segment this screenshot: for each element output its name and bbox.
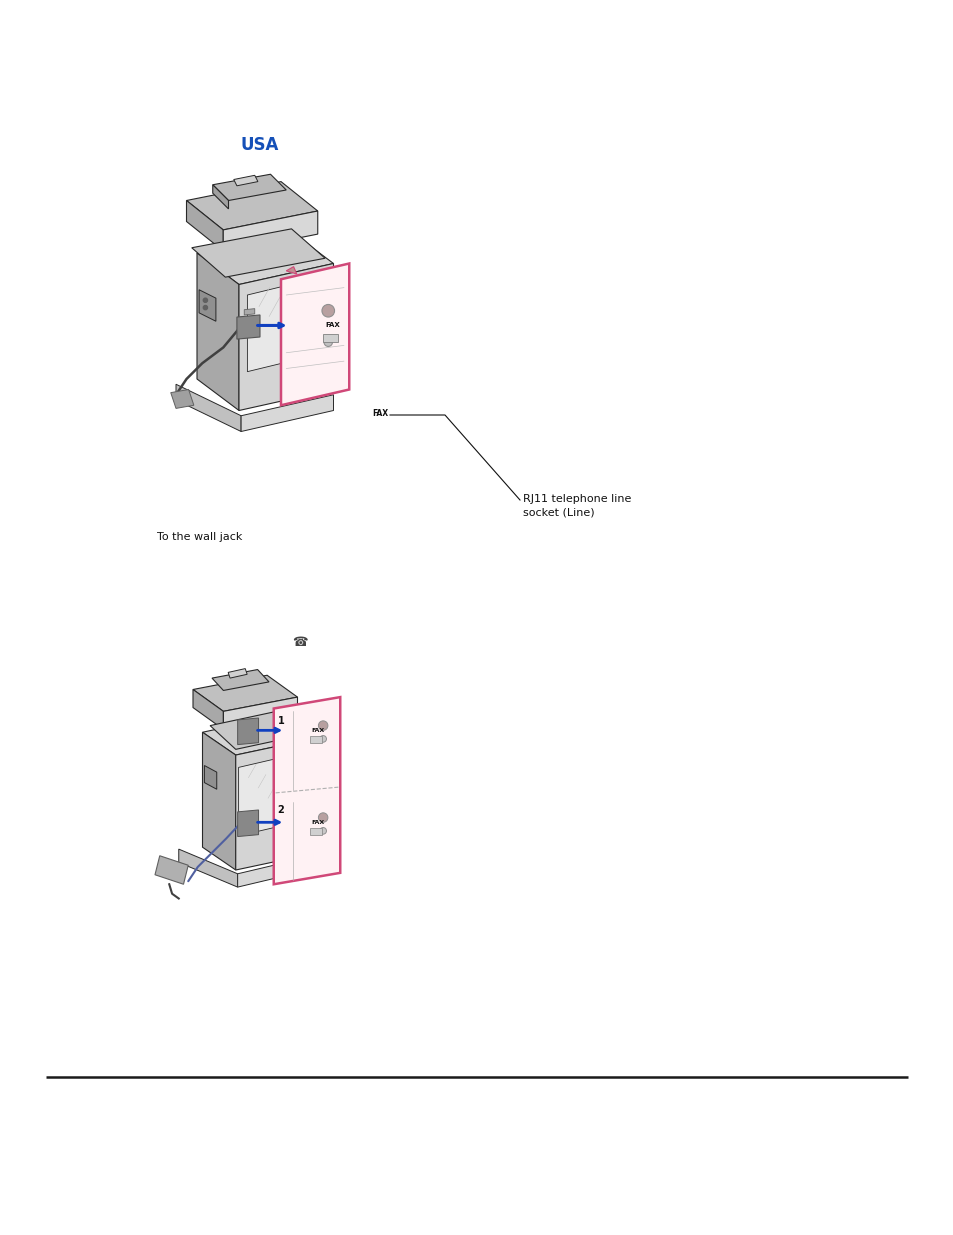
Polygon shape [210, 711, 302, 750]
Text: RJ11 telephone line
socket (Line): RJ11 telephone line socket (Line) [522, 494, 631, 517]
Polygon shape [202, 716, 312, 755]
Polygon shape [223, 697, 297, 730]
Bar [323, 333, 337, 342]
Polygon shape [238, 752, 304, 836]
Polygon shape [237, 718, 258, 745]
Circle shape [321, 305, 335, 317]
Polygon shape [192, 228, 325, 277]
Polygon shape [213, 185, 229, 209]
Text: USA: USA [240, 136, 278, 154]
Polygon shape [281, 263, 349, 405]
Polygon shape [228, 668, 247, 678]
Text: 2: 2 [277, 805, 284, 815]
Polygon shape [247, 277, 325, 372]
Polygon shape [274, 697, 340, 884]
Polygon shape [233, 175, 257, 185]
Polygon shape [199, 290, 215, 321]
Circle shape [318, 813, 328, 823]
Text: FAX: FAX [312, 727, 325, 732]
Text: 1: 1 [277, 716, 284, 726]
Polygon shape [223, 211, 317, 253]
Text: ☎: ☎ [292, 636, 308, 650]
Polygon shape [241, 395, 334, 431]
Circle shape [319, 736, 326, 742]
Polygon shape [178, 850, 237, 887]
Circle shape [203, 305, 208, 310]
Polygon shape [193, 689, 223, 730]
Polygon shape [186, 200, 223, 251]
Text: To the wall jack: To the wall jack [157, 532, 242, 542]
Bar [310, 736, 322, 742]
Polygon shape [175, 384, 241, 431]
Polygon shape [193, 676, 297, 711]
Text: FAX: FAX [312, 820, 325, 825]
Circle shape [318, 721, 328, 730]
Polygon shape [196, 253, 239, 410]
Polygon shape [213, 174, 286, 200]
Polygon shape [186, 182, 317, 230]
Polygon shape [171, 389, 193, 409]
Polygon shape [237, 810, 258, 836]
Polygon shape [196, 232, 334, 284]
Circle shape [319, 827, 326, 834]
Polygon shape [239, 263, 334, 410]
Polygon shape [154, 856, 188, 884]
Polygon shape [212, 669, 269, 690]
Polygon shape [286, 267, 296, 274]
Polygon shape [204, 766, 216, 789]
Polygon shape [237, 857, 310, 887]
Circle shape [324, 338, 332, 347]
Text: FAX: FAX [325, 322, 339, 329]
Polygon shape [244, 309, 254, 315]
Polygon shape [236, 315, 260, 340]
Bar [310, 827, 322, 835]
Polygon shape [235, 739, 312, 869]
Circle shape [203, 298, 208, 303]
Text: FAX: FAX [372, 409, 388, 417]
Polygon shape [202, 732, 235, 869]
